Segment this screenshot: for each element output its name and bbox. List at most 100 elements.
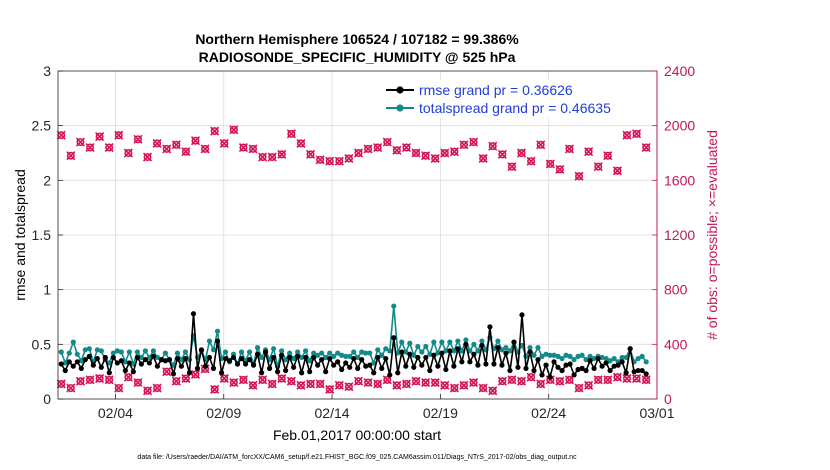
totalspread-point	[154, 354, 161, 361]
legend-marker-spread	[396, 104, 404, 112]
rmse-point	[114, 360, 120, 366]
totalspread-point	[399, 339, 405, 345]
obs-possible-point	[152, 138, 162, 148]
rmse-point	[471, 351, 477, 357]
totalspread-point	[246, 349, 253, 355]
totalspread-point	[443, 348, 449, 354]
obs-evaluated-point	[392, 380, 402, 390]
rmse-point	[631, 369, 637, 375]
totalspread-point	[419, 349, 425, 355]
obs-possible-point	[190, 136, 201, 146]
totalspread-point	[407, 340, 413, 346]
obs-evaluated-point	[497, 376, 507, 386]
totalspread-point	[379, 352, 385, 358]
totalspread-point	[74, 351, 80, 357]
rmse-point	[190, 311, 197, 317]
obs-evaluated-point	[632, 373, 642, 384]
rmse-point	[158, 357, 165, 363]
totalspread-point	[439, 339, 445, 345]
rmse-point	[339, 366, 345, 373]
obs-evaluated-point	[459, 380, 469, 390]
obs-possible-point	[555, 164, 565, 174]
obs-evaluated-point	[238, 375, 249, 385]
obs-evaluated-point	[430, 378, 440, 388]
rmse-point	[218, 370, 225, 376]
obs-possible-point	[478, 153, 488, 164]
obs-possible-point	[411, 148, 421, 158]
totalspread-point	[519, 342, 525, 349]
obs-possible-point	[296, 138, 306, 148]
rmse-point	[266, 365, 273, 371]
obs-evaluated-point	[277, 373, 287, 384]
legend-box	[382, 79, 653, 119]
obs-evaluated-point	[516, 376, 527, 386]
rmse-point	[395, 370, 401, 376]
obs-evaluated-point	[114, 383, 124, 393]
totalspread-point	[427, 351, 433, 357]
obs-evaluated-point	[210, 384, 220, 394]
totalspread-point	[162, 350, 169, 356]
rmse-point	[363, 363, 369, 369]
rmse-point	[202, 363, 209, 369]
totalspread-point	[126, 349, 132, 355]
totalspread-point	[327, 350, 333, 356]
rmse-point	[383, 355, 389, 362]
rmse-point	[198, 347, 205, 353]
totalspread-point	[383, 346, 389, 352]
obs-possible-point	[363, 144, 373, 154]
obs-possible-point	[267, 152, 277, 162]
obs-possible-point	[430, 153, 440, 164]
totalspread-point	[78, 358, 84, 364]
rmse-point	[467, 359, 473, 365]
obs-possible-point	[85, 142, 95, 153]
totalspread-point	[607, 358, 613, 364]
obs-possible-point	[238, 142, 249, 153]
rmse-point	[210, 365, 217, 371]
obs-possible-point	[382, 137, 392, 147]
rmse-point	[174, 355, 181, 362]
rmse-point	[475, 362, 481, 368]
rmse-point	[110, 354, 116, 361]
rmse-point	[563, 362, 569, 368]
rmse-point	[627, 346, 633, 352]
obs-possible-point	[200, 144, 210, 154]
totalspread-point	[118, 349, 124, 355]
rmse-point	[583, 367, 589, 374]
totalspread-point	[583, 357, 589, 363]
obs-possible-point	[440, 148, 450, 158]
obs-evaluated-point	[469, 378, 479, 388]
obs-possible-point	[56, 130, 66, 140]
rmse-point	[603, 360, 609, 366]
y-tick-label-right: 1600	[664, 172, 695, 188]
rmse-point	[166, 357, 173, 363]
totalspread-point	[82, 347, 88, 353]
totalspread-point	[134, 349, 140, 355]
totalspread-point	[467, 348, 473, 354]
rmse-point	[246, 357, 253, 363]
totalspread-point	[587, 353, 593, 359]
obs-evaluated-point	[363, 378, 373, 388]
totalspread-point	[575, 353, 581, 359]
rmse-point	[543, 362, 549, 368]
obs-evaluated-point	[373, 379, 383, 389]
rmse-point	[567, 361, 573, 367]
rmse-point	[595, 355, 601, 362]
obs-evaluated-point	[593, 375, 603, 385]
totalspread-point	[150, 348, 156, 354]
rmse-point	[587, 358, 593, 364]
obs-evaluated-point	[622, 373, 632, 384]
x-tick-label: 03/01	[639, 405, 674, 421]
obs-possible-point	[564, 144, 575, 154]
rmse-point	[427, 367, 433, 374]
totalspread-point	[451, 348, 457, 354]
totalspread-point	[539, 353, 545, 359]
obs-evaluated-point	[440, 380, 450, 390]
obs-possible-point	[104, 142, 114, 153]
rmse-point	[495, 345, 501, 351]
rmse-point	[523, 365, 529, 371]
totalspread-point	[455, 338, 461, 344]
rmse-point	[66, 359, 72, 365]
rmse-point	[351, 355, 357, 362]
obs-evaluated-point	[66, 383, 76, 393]
